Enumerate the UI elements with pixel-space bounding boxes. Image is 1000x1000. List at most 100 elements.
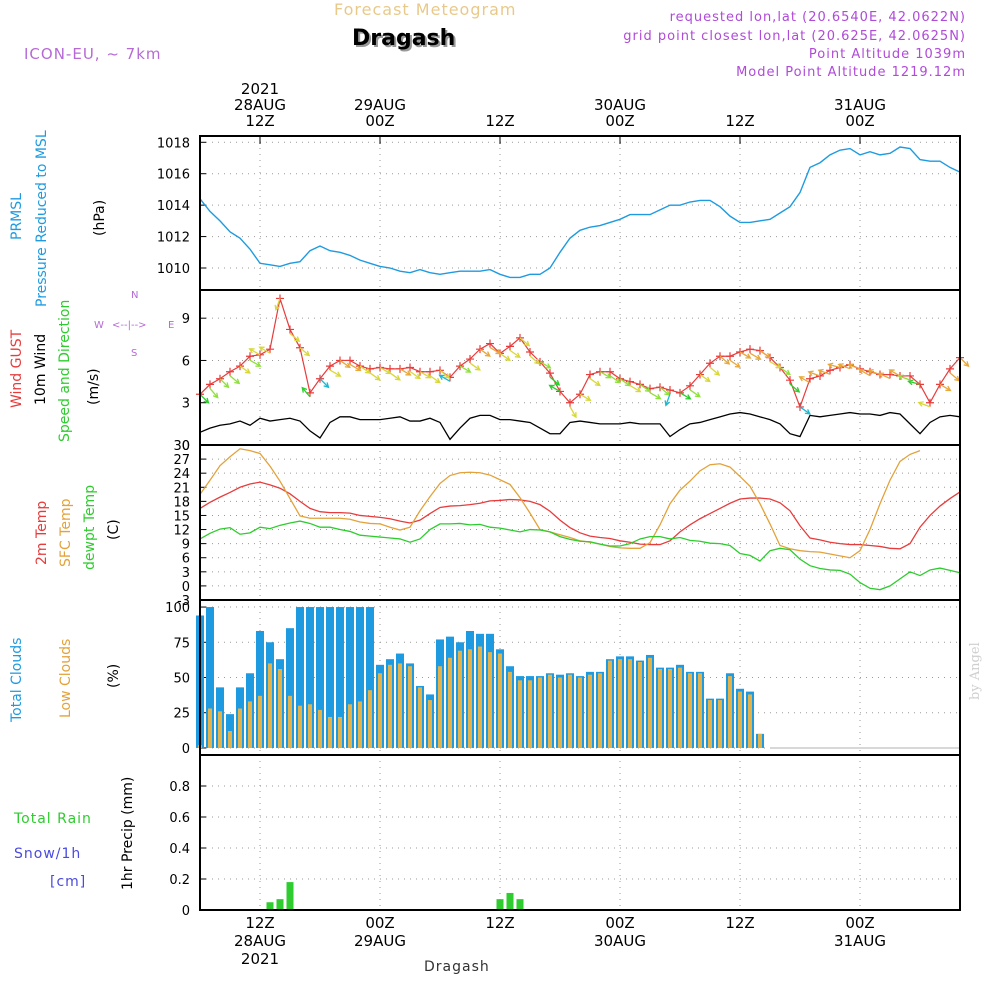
cloud-ytick-label: 25 [173, 707, 190, 722]
wind-arrow [599, 371, 612, 379]
gust-marker [706, 359, 714, 368]
low-cloud-bar [378, 673, 382, 748]
wind-arrow [817, 368, 831, 375]
low-cloud-bar [238, 708, 242, 748]
low-cloud-bar [708, 700, 712, 748]
low-cloud-bar [508, 671, 512, 748]
compass-n: N [131, 290, 139, 301]
gust-marker [906, 371, 914, 380]
gust-marker [346, 356, 354, 365]
wind-arrow [239, 365, 251, 374]
bottom-time-label: 2021 [241, 950, 279, 968]
low-cloud-bar [258, 695, 262, 748]
top-time-label: 30AUG [594, 96, 646, 114]
wind-arrow [888, 369, 901, 377]
low-cloud-bar [758, 733, 762, 748]
pressure-ytick-label: 1016 [157, 168, 190, 183]
total-cloud-bar [206, 607, 214, 748]
compass-w: W [94, 320, 104, 331]
top-time-label: 12Z [725, 112, 754, 130]
wind-arrow [229, 375, 241, 385]
low-cloud-bar [328, 716, 332, 748]
wind-arrow [719, 355, 731, 365]
wind-arrow [548, 384, 561, 393]
low-cloud-bar [368, 690, 372, 748]
gust-marker [286, 325, 294, 334]
low-cloud-bar [718, 700, 722, 748]
top-time-label: 12Z [245, 112, 274, 130]
gust-marker [716, 352, 724, 361]
pressure-ytick-label: 1010 [157, 262, 190, 277]
total-cloud-bar [226, 714, 234, 748]
wind-arrow [219, 378, 230, 389]
gust-marker [396, 364, 404, 373]
bottom-time-label: 12Z [485, 914, 514, 932]
wind-arrow [438, 374, 451, 382]
low-cloud-bar [358, 701, 362, 748]
gust-marker [246, 352, 254, 361]
low-cloud-bar [558, 677, 562, 748]
rain-bar [516, 899, 524, 910]
wind-arrow [959, 357, 970, 368]
compass-arrows: <--|--> [112, 320, 147, 331]
gust-marker [826, 366, 834, 375]
gust-marker [806, 374, 814, 383]
pressure-ytick-label: 1012 [157, 231, 190, 246]
wind-arrow [709, 366, 721, 376]
pressure-frame [199, 135, 961, 291]
wind-ytick-label: 9 [182, 312, 190, 327]
compass-e: E [168, 320, 175, 331]
low-cloud-bar [678, 667, 682, 748]
gust-marker [726, 352, 734, 361]
gust-marker [936, 380, 944, 389]
tsfc-line [199, 448, 921, 559]
bottom-time-label: 31AUG [834, 932, 886, 950]
precip-panel: 0 0.2 0.4 0.6 0.8 [169, 754, 961, 919]
cloud-ytick-label: 75 [173, 636, 190, 651]
wind-arrow [349, 363, 362, 372]
wind-arrow [529, 355, 541, 365]
precip-ytick-label: 0.6 [169, 811, 190, 826]
gust-marker [206, 380, 214, 389]
wind-arrow [639, 383, 651, 393]
wind-arrow [827, 362, 841, 369]
top-time-label: 00Z [845, 112, 874, 130]
dewpt-line [199, 520, 961, 591]
wind-arrow [779, 366, 791, 376]
snow-unit-label: [cm] [50, 874, 87, 890]
wind-arrow [329, 369, 342, 377]
point-altitude: Point Altitude 1039m [808, 47, 966, 62]
wind-arrow [459, 365, 472, 373]
wind-arrow [439, 369, 451, 379]
total-cloud-bar [296, 607, 304, 748]
bottom-time-label: 12Z [245, 914, 274, 932]
wind-arrow [274, 298, 281, 312]
cloud-ytick-label: 100 [165, 601, 190, 616]
wind-arrow [319, 378, 330, 389]
low-cloud-bar [298, 705, 302, 748]
super-title: Forecast Meteogram [334, 0, 517, 19]
top-time-label: 12Z [485, 112, 514, 130]
low-cloud-bar [658, 669, 662, 748]
wind-ytick-label: 3 [182, 397, 190, 412]
cloud-ytick-label: 50 [173, 672, 190, 687]
wind-arrow [199, 393, 210, 404]
bottom-time-label: 12Z [725, 914, 754, 932]
wind-arrow [699, 374, 711, 383]
low-cloud-bar [348, 704, 352, 748]
temp-frame [199, 444, 961, 601]
wind-arrow [409, 370, 421, 380]
wind-arrow [419, 371, 432, 379]
rain-bar [276, 899, 284, 910]
total-cloud-bar [346, 607, 354, 748]
gust-marker [596, 367, 604, 376]
snow-label: Snow/1h [14, 846, 82, 862]
total-cloud-bar [366, 607, 374, 748]
gust-marker [546, 369, 554, 378]
total-cloud-bar [316, 607, 324, 748]
temp-ytick-label: 18 [173, 495, 190, 510]
low-cloud-bar [278, 669, 282, 748]
wind-arrow [689, 389, 701, 398]
low-cloud-bar [628, 659, 632, 748]
